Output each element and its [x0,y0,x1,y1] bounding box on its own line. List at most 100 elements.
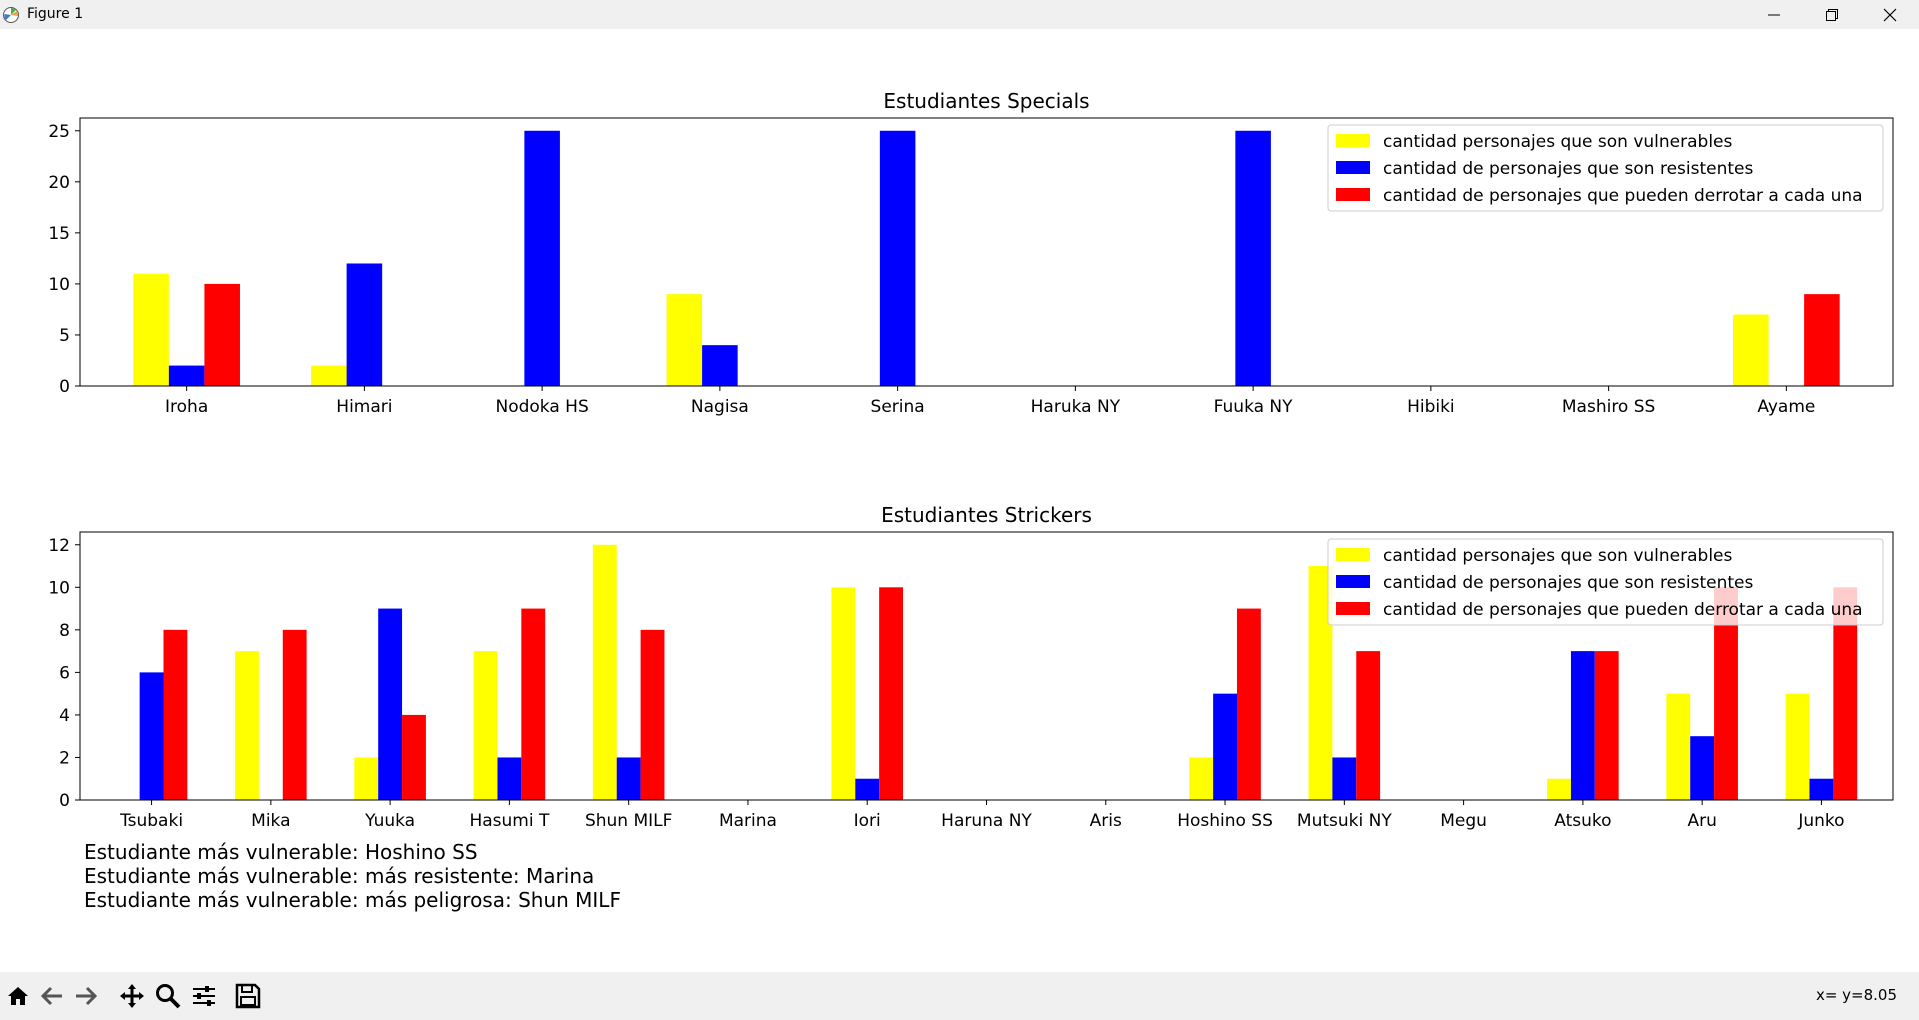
strickers-bar-vulnerable [354,757,379,800]
strickers-bar-resistant [1809,778,1834,800]
specials-xtick-label: Nodoka HS [496,397,589,417]
specials-legend-swatch-defeat [1336,188,1370,201]
specials-bar-vulnerable [666,294,703,386]
strickers-xtick-label: Aru [1687,811,1716,831]
specials-bar-vulnerable [1733,314,1769,386]
strickers-xtick-label: Atsuko [1554,811,1611,831]
strickers-legend: cantidad personajes que son vulnerables c… [1327,538,1884,626]
strickers-bar-resistant [1690,736,1715,800]
specials-ytick-label: 5 [59,326,70,346]
specials-legend-box [1327,124,1884,212]
strickers-bar-resistant [1570,651,1595,800]
strickers-ytick-label: 10 [48,578,70,598]
strickers-bar-defeat [1594,651,1619,800]
specials-bar-vulnerable [311,365,347,386]
strickers-ytick-label: 2 [59,748,70,768]
zoom-button[interactable] [152,980,184,1012]
strickers-bar-vulnerable [831,587,856,800]
summary-most-vulnerable: Estudiante más vulnerable: Hoshino SS [84,840,478,864]
specials-xtick-label: Mashiro SS [1562,397,1655,417]
window-titlebar: Figure 1 [0,0,1919,29]
strickers-legend-swatch-defeat [1336,602,1370,615]
back-icon [40,986,62,1006]
specials-xtick-label: Hibiki [1407,397,1455,417]
minimize-button[interactable] [1745,0,1803,29]
strickers-xtick-label: Megu [1440,811,1487,831]
specials-bar-resistant [702,345,738,386]
strickers-legend-swatch-vulnerable [1336,548,1370,561]
specials-ytick-label: 20 [48,173,70,193]
specials-legend-swatch-vulnerable [1336,134,1370,147]
strickers-bar-defeat [282,629,307,800]
home-button[interactable] [2,980,34,1012]
specials-xtick-label: Ayame [1757,397,1815,417]
strickers-bar-resistant [497,757,522,800]
specials-bar-resistant [524,130,560,386]
home-icon [8,987,28,1005]
pan-button[interactable] [116,980,148,1012]
strickers-xtick-label: Hoshino SS [1177,811,1273,831]
window-title: Figure 1 [27,6,84,22]
forward-icon [76,986,98,1006]
strickers-bar-vulnerable [1785,693,1810,800]
strickers-xtick-label: Shun MILF [585,811,672,831]
close-button[interactable] [1861,0,1919,29]
summary-most-resistant: Estudiante más vulnerable: más resistent… [84,864,595,888]
strickers-bar-defeat [1714,587,1738,800]
figure-canvas[interactable]: Iroha Himari Nodoka HS Nagisa Serina Haruka N… [0,29,1919,972]
save-button[interactable] [232,980,264,1012]
specials-legend: cantidad personajes que son vulnerables c… [1327,124,1884,212]
specials-legend-swatch-resistant [1336,161,1370,174]
specials-bar-defeat [1804,294,1840,386]
strickers-bar-defeat [1236,608,1261,800]
back-button[interactable] [36,980,68,1012]
specials-bar-defeat [204,283,240,386]
strickers-bar-defeat [402,714,426,800]
strickers-ytick-label: 4 [59,706,70,726]
strickers-bar-vulnerable [473,651,498,800]
cursor-coordinates: x= y=8.05 [1815,986,1897,1004]
specials-bar-resistant [879,130,916,386]
specials-axes-frame [79,117,1894,387]
strickers-bar-defeat [1356,651,1381,800]
strickers-bar-resistant [855,778,880,800]
close-icon [1883,8,1897,21]
strickers-bar-vulnerable [592,544,617,800]
strickers-xtick-label: Hasumi T [469,811,550,831]
strickers-legend-label-defeat: cantidad de personajes que pueden derrot… [1383,600,1863,620]
strickers-chart: Tsubaki Mika Yuuka Hasumi T Shun MILF Marina I… [48,503,1894,831]
strickers-legend-swatch-resistant [1336,575,1370,588]
strickers-legend-label-vulnerable: cantidad personajes que son vulnerables [1383,546,1732,566]
strickers-bar-defeat [1833,587,1858,800]
strickers-ytick-label: 0 [59,791,70,811]
specials-bar-vulnerable [133,273,169,386]
zoom-icon [156,984,181,1009]
strickers-xtick-label: Iori [854,811,881,831]
restore-button[interactable] [1803,0,1861,29]
specials-legend-label-vulnerable: cantidad personajes que son vulnerables [1383,132,1732,152]
strickers-xtick-label: Tsubaki [119,811,183,831]
configure-subplots-button[interactable] [188,980,220,1012]
matplotlib-logo-icon [3,7,19,23]
forward-button[interactable] [70,980,102,1012]
restore-icon [1826,8,1838,21]
strickers-xtick-label: Mika [251,811,290,831]
strickers-bar-vulnerable [1666,693,1691,800]
specials-xtick-label: Fuuka NY [1214,397,1293,417]
specials-legend-label-defeat: cantidad de personajes que pueden derrot… [1383,186,1863,206]
strickers-xtick-label: Haruna NY [941,811,1032,831]
strickers-bar-vulnerable [1547,778,1571,800]
strickers-ytick-label: 6 [59,663,70,683]
pan-icon [120,984,144,1008]
strickers-bar-defeat [640,629,665,800]
strickers-ytick-label: 8 [59,621,70,641]
strickers-xtick-label: Yuuka [364,811,415,831]
strickers-legend-label-resistant: cantidad de personajes que son resistent… [1383,573,1754,593]
specials-bar-resistant [1235,130,1271,386]
figure-svg: Iroha Himari Nodoka HS Nagisa Serina Haruka N… [48,89,1894,831]
strickers-bar-defeat [163,629,188,800]
specials-bar-resistant [346,263,383,386]
specials-legend-label-resistant: cantidad de personajes que son resistent… [1383,159,1754,179]
strickers-bar-vulnerable [1308,566,1333,800]
strickers-bar-defeat [879,587,904,800]
